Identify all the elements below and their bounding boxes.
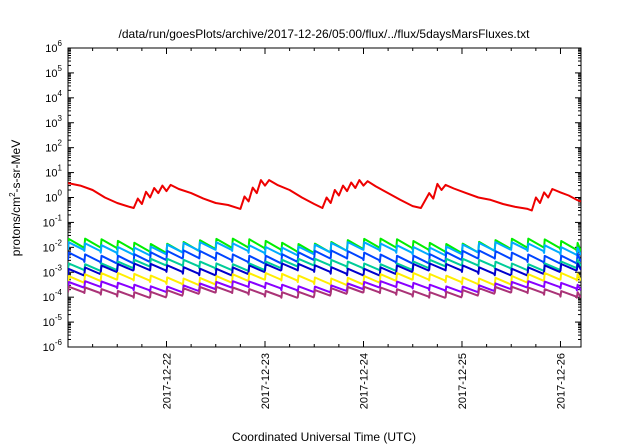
- x-tick-label: 2017-12-25: [457, 353, 469, 409]
- y-label-sup: 2: [8, 192, 17, 197]
- y-label-rest: -s-sr-MeV: [9, 140, 23, 193]
- y-tick-exp: -6: [55, 338, 63, 347]
- y-tick-exp: 3: [58, 114, 63, 123]
- y-label-base: protons/cm: [9, 197, 23, 256]
- y-tick-label: 10-6: [43, 338, 63, 354]
- y-tick-exp: -3: [55, 263, 63, 272]
- series-group: [68, 179, 581, 299]
- y-tick-label: 105: [45, 64, 62, 80]
- series-line-6: [68, 272, 581, 286]
- y-tick-label: 10-2: [43, 238, 63, 254]
- y-tick-exp: 0: [58, 189, 63, 198]
- y-tick-exp: -1: [55, 213, 63, 222]
- x-tick-label: 2017-12-24: [358, 353, 370, 409]
- x-tick-label: 2017-12-26: [555, 353, 567, 409]
- y-tick-label: 103: [45, 114, 62, 130]
- y-tick-label: 10-3: [43, 263, 63, 279]
- y-tick-base: 10: [43, 342, 55, 354]
- y-tick-base: 10: [45, 43, 57, 55]
- y-axis: 10-610-510-410-310-210-11001011021031041…: [43, 39, 581, 354]
- y-tick-base: 10: [45, 118, 57, 130]
- y-tick-base: 10: [43, 267, 55, 279]
- y-tick-label: 10-1: [43, 213, 63, 229]
- y-tick-base: 10: [45, 168, 57, 180]
- y-axis-label: protons/cm2-s-sr-MeV: [8, 140, 23, 256]
- y-tick-base: 10: [43, 217, 55, 229]
- y-tick-exp: -4: [55, 288, 63, 297]
- y-tick-base: 10: [43, 242, 55, 254]
- y-tick-label: 106: [45, 39, 62, 55]
- series-line-0: [68, 179, 581, 212]
- y-tick-base: 10: [45, 193, 57, 205]
- y-tick-exp: 1: [58, 164, 63, 173]
- y-tick-label: 101: [45, 164, 62, 180]
- x-tick-label: 2017-12-22: [161, 353, 173, 409]
- x-axis: 2017-12-22 2017-12-23 2017-12-24 2017-12-25…: [92, 48, 567, 409]
- y-tick-base: 10: [45, 143, 57, 155]
- series-line-5: [68, 262, 581, 277]
- series-line-8: [68, 285, 581, 299]
- y-tick-label: 10-4: [43, 288, 63, 304]
- y-tick-exp: -5: [55, 313, 63, 322]
- y-tick-base: 10: [45, 93, 57, 105]
- y-tick-exp: -2: [55, 238, 63, 247]
- y-tick-base: 10: [45, 68, 57, 80]
- y-tick-label: 100: [45, 189, 62, 205]
- x-axis-label: Coordinated Universal Time (UTC): [232, 430, 416, 444]
- y-tick-base: 10: [43, 292, 55, 304]
- y-tick-exp: 6: [58, 39, 63, 48]
- y-tick-label: 10-5: [43, 313, 63, 329]
- chart-title: /data/run/goesPlots/archive/2017-12-26/0…: [119, 27, 531, 41]
- y-tick-label: 102: [45, 139, 62, 155]
- series-line-3: [68, 249, 581, 265]
- y-tick-base: 10: [43, 317, 55, 329]
- y-tick-label: 104: [45, 89, 62, 105]
- y-tick-exp: 2: [58, 139, 63, 148]
- y-tick-exp: 4: [58, 89, 63, 98]
- x-tick-label: 2017-12-23: [260, 353, 272, 409]
- y-tick-exp: 5: [58, 64, 63, 73]
- series-line-4: [68, 257, 581, 272]
